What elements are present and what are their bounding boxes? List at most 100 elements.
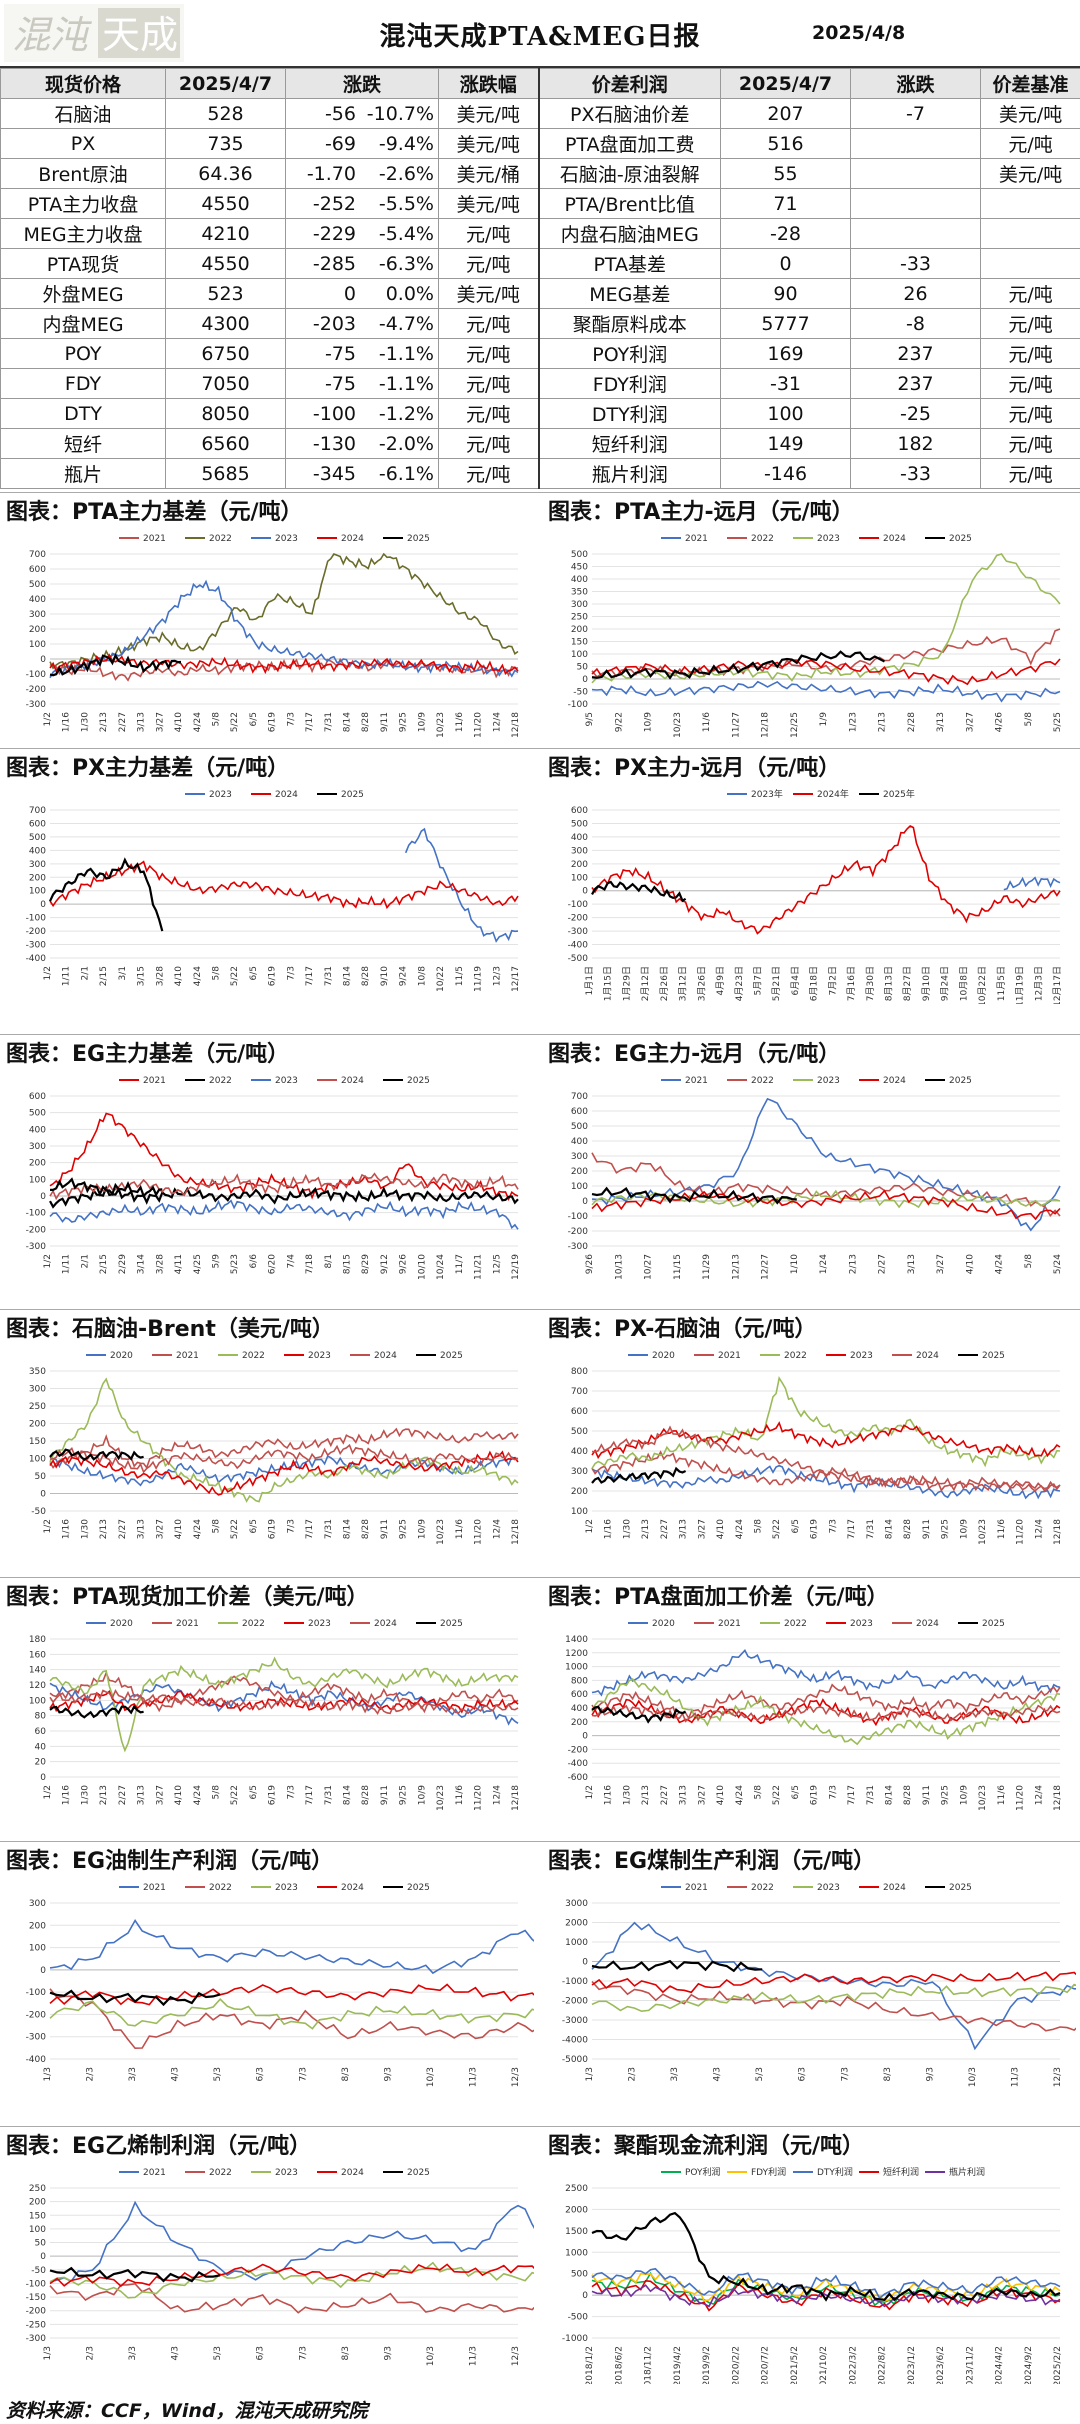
- y-tick-label: 300: [571, 1152, 588, 1162]
- y-tick-label: -200: [568, 1227, 589, 1237]
- spread-name: 内盘石脑油MEG: [537, 218, 722, 249]
- x-tick-label: 11/7: [455, 1254, 465, 1274]
- x-tick-label: 8/14: [343, 966, 353, 986]
- spot-unit: 元/吨: [437, 338, 540, 369]
- chart-c8: 100 200 300 400 500 600 700 800 1/2 1/16 1/30 2/13 2…: [571, 1351, 1063, 1545]
- legend-label: 短纤利润: [883, 2166, 919, 2178]
- x-tick-label: 11/6: [702, 712, 712, 732]
- x-tick-label: 5/8: [211, 1519, 221, 1534]
- x-tick-label: 7/17: [305, 1519, 315, 1539]
- y-tick-label: 200: [29, 625, 46, 635]
- spread-change: [850, 128, 982, 159]
- x-tick-label: 6/3: [256, 2067, 266, 2081]
- table-row: POY 6750 -75 -1.1% 元/吨 POY利润 169 237 元/吨: [0, 338, 1080, 369]
- x-tick-label: 5/25: [1053, 712, 1063, 732]
- y-tick-label: 250: [571, 613, 588, 623]
- spot-unit: 元/吨: [437, 428, 540, 459]
- x-tick-label: 12月3日: [1033, 966, 1044, 1001]
- change-pct: -1.1%: [378, 342, 434, 365]
- x-tick-label: 1月1日: [584, 966, 595, 995]
- x-tick-label: 7/3: [298, 2346, 308, 2360]
- y-tick-label: 700: [571, 1092, 588, 1102]
- legend-label: 2021: [685, 1883, 708, 1893]
- x-tick-label: 5/22: [230, 966, 240, 986]
- x-tick-label: 1/2: [43, 1519, 53, 1533]
- x-tick-label: 11/20: [474, 1785, 484, 1811]
- spot-change: -285 -6.3%: [285, 248, 439, 279]
- x-tick-label: 8/1: [324, 1254, 334, 1268]
- legend-label: 2024: [916, 1619, 939, 1629]
- legend-label: 2023: [850, 1619, 873, 1629]
- x-tick-label: 2/27: [118, 1519, 128, 1539]
- series-line: [49, 1185, 519, 1209]
- chart-title: 图表：石脑油-Brent（美元/吨）: [6, 1317, 334, 1342]
- spread-value: -31: [720, 368, 852, 399]
- spread-change: -8: [850, 308, 982, 339]
- legend-label: 2022: [751, 1076, 774, 1086]
- legend-label: 2022: [209, 2168, 232, 2178]
- legend-label: 2024: [341, 1076, 364, 1086]
- legend-label: 2025: [949, 1076, 972, 1086]
- x-tick-label: 2/29: [118, 1254, 128, 1274]
- series-line: [49, 1989, 221, 2007]
- x-tick-label: 2/27: [878, 1254, 888, 1274]
- chart-c1: -300 -200 -100 0 100 200 300 400 500 600 700 1/2 1/1…: [26, 534, 521, 738]
- x-tick-label: 8/14: [885, 1785, 895, 1805]
- x-tick-label: 1/16: [62, 1785, 72, 1805]
- table-row: 内盘MEG 4300 -203 -4.7% 元/吨 聚酯原料成本 5777 -8 元/吨: [0, 308, 1080, 339]
- x-tick-label: 11/3: [1010, 2067, 1020, 2087]
- x-tick-label: 9/5: [585, 712, 595, 726]
- y-tick-label: -100: [26, 1209, 47, 1219]
- x-tick-label: 4/10: [965, 1254, 975, 1274]
- spread-unit: 元/吨: [980, 368, 1080, 399]
- legend-label: 2025: [341, 790, 364, 800]
- series-line: [49, 2200, 534, 2283]
- x-tick-label: 5月21日: [771, 966, 782, 1001]
- x-tick-label: 10/3: [968, 2067, 978, 2087]
- x-tick-label: 7/3: [286, 1785, 296, 1799]
- x-tick-label: 4/24: [193, 1785, 203, 1805]
- series-line: [49, 1112, 519, 1202]
- th-spread: 价差利润: [537, 68, 722, 99]
- x-tick-label: 11/3: [468, 2346, 478, 2366]
- spread-change: -7: [850, 98, 982, 129]
- x-tick-label: 12/4: [492, 1785, 502, 1805]
- spread-name: PTA/Brent比值: [537, 188, 722, 219]
- x-tick-label: 6/19: [268, 712, 278, 732]
- x-tick-label: 6/20: [268, 1254, 278, 1274]
- chart-c7: -50 0 50 100 150 200 250 300 350 1/2 1/16 1/30 2/13 2…: [29, 1351, 521, 1545]
- y-tick-label: 500: [571, 1427, 588, 1437]
- spread-value: 169: [720, 338, 852, 369]
- y-tick-label: 180: [29, 1635, 46, 1645]
- spot-unit: 元/吨: [437, 368, 540, 399]
- y-tick-label: -500: [568, 954, 589, 964]
- y-tick-label: 100: [571, 650, 588, 660]
- x-tick-label: 2/15: [99, 1254, 109, 1274]
- x-tick-label: 2/28: [907, 712, 917, 732]
- legend-label: 2025: [949, 1883, 972, 1893]
- spot-change: -100 -1.2%: [285, 398, 439, 429]
- y-tick-label: 80: [35, 1712, 47, 1722]
- x-tick-label: 2/1: [80, 1254, 90, 1268]
- x-tick-label: 4/3: [713, 2067, 723, 2081]
- series-line: [49, 1172, 519, 1201]
- x-tick-label: 9/25: [399, 712, 409, 732]
- x-tick-label: 9/11: [380, 1519, 390, 1539]
- series-line: [591, 1705, 687, 1724]
- table-row: 外盘MEG 523 0 0.0% 美元/吨 MEG基差 90 26 元/吨: [0, 278, 1080, 309]
- change-value: -252: [312, 192, 356, 215]
- x-tick-label: 1/11: [62, 1254, 72, 1274]
- spot-price: 5685: [165, 458, 286, 489]
- x-tick-label: 2/27: [660, 1519, 670, 1539]
- x-tick-label: 12/4: [492, 1519, 502, 1539]
- x-tick-label: 1/3: [43, 2346, 53, 2360]
- x-tick-label: 9/3: [383, 2346, 393, 2360]
- x-tick-label: 2023/1/2: [907, 2346, 917, 2384]
- x-tick-label: 9/25: [399, 1519, 409, 1539]
- spot-price: 64.36: [165, 158, 286, 189]
- change-value: -100: [312, 402, 356, 425]
- y-tick-label: 250: [29, 1402, 46, 1412]
- x-tick-label: 5/3: [213, 2346, 223, 2360]
- series-line: [591, 1704, 1061, 1723]
- x-tick-label: 2025/2/2: [1053, 2346, 1063, 2384]
